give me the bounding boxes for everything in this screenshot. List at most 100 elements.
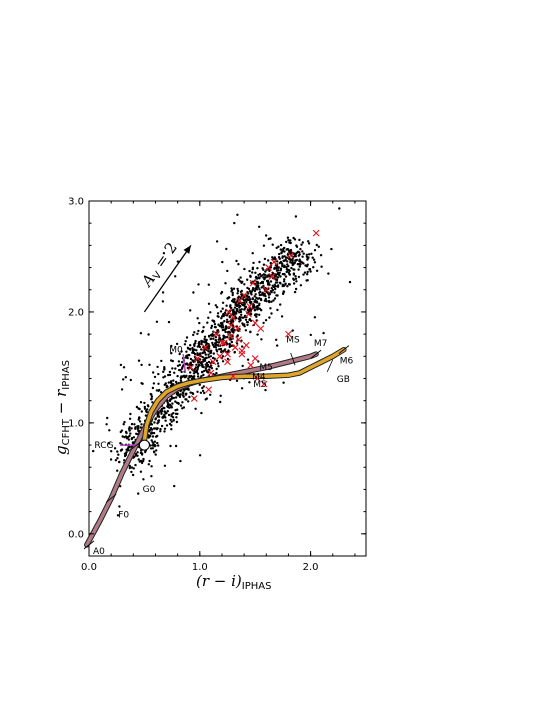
star-point [241, 280, 244, 283]
star-point [290, 266, 293, 270]
star-point [251, 287, 255, 290]
star-point [130, 470, 133, 474]
star-point [129, 412, 132, 416]
star-point [225, 318, 229, 321]
star-point [223, 348, 227, 351]
star-point [287, 239, 290, 242]
star-point [301, 255, 304, 258]
star-point [139, 332, 143, 335]
star-point [313, 249, 317, 252]
star-point [269, 280, 273, 283]
star-point [300, 243, 303, 246]
star-point [241, 345, 244, 348]
star-point [185, 362, 189, 365]
star-point [256, 308, 259, 311]
star-point [223, 320, 226, 323]
star-point [184, 356, 187, 359]
star-point [139, 426, 142, 429]
star-point [173, 371, 176, 374]
star-point [306, 270, 309, 274]
star-point [143, 407, 147, 410]
star-point [235, 379, 239, 382]
star-point [174, 444, 178, 448]
star-point [196, 375, 200, 378]
star-point [275, 269, 279, 272]
star-point [159, 410, 163, 413]
star-point [259, 275, 263, 278]
star-point [233, 298, 236, 301]
red-cross [225, 308, 232, 316]
star-point [228, 315, 231, 318]
star-point [116, 514, 120, 517]
star-point [225, 304, 228, 307]
star-point [209, 355, 212, 358]
star-point [168, 422, 172, 426]
star-point [231, 320, 235, 323]
spectral-label-m6: M6 [340, 357, 354, 367]
star-point [168, 399, 172, 403]
star-point [215, 367, 218, 371]
star-point [184, 392, 187, 396]
star-point [138, 416, 141, 419]
star-point [215, 306, 219, 309]
star-point [122, 366, 126, 369]
star-point [118, 505, 121, 508]
red-cross [207, 369, 215, 377]
red-cross [224, 358, 231, 366]
star-point [174, 367, 177, 370]
red-clump-marker [138, 439, 150, 451]
star-point [285, 266, 288, 269]
star-point [233, 350, 236, 354]
star-point [311, 256, 314, 259]
star-point [143, 405, 146, 409]
star-point [168, 370, 172, 374]
star-point [134, 463, 137, 467]
red-cross [201, 344, 209, 351]
star-point [128, 466, 131, 470]
star-point [264, 270, 267, 273]
star-point [116, 450, 119, 453]
red-cross [287, 251, 295, 259]
red-cross [209, 358, 217, 366]
star-point [167, 320, 171, 324]
star-point [217, 341, 221, 344]
star-point [164, 419, 167, 422]
red-crosses [187, 229, 320, 402]
star-point [255, 306, 258, 309]
star-point [254, 271, 257, 274]
star-point [276, 308, 279, 312]
star-point [241, 364, 244, 368]
stellar-tracks [84, 346, 347, 548]
star-point [128, 417, 132, 420]
star-point [157, 382, 160, 385]
star-point [175, 416, 178, 419]
star-point [194, 339, 197, 343]
star-point [184, 340, 187, 343]
star-point [338, 207, 341, 210]
star-point [182, 406, 186, 409]
star-point [180, 367, 184, 370]
star-point [278, 281, 282, 284]
star-point [124, 430, 128, 434]
star-point [217, 315, 220, 318]
star-point [189, 357, 193, 361]
star-point [177, 402, 180, 405]
star-point [205, 369, 208, 372]
star-point [245, 294, 249, 297]
x-tick-label: 1.0 [192, 562, 208, 573]
star-point [123, 454, 127, 458]
star-point [270, 300, 273, 303]
star-point [249, 330, 252, 334]
star-point [204, 340, 208, 343]
star-point [276, 284, 280, 287]
star-point [198, 454, 202, 457]
star-point [266, 279, 270, 282]
star-point [154, 427, 158, 430]
star-point [166, 410, 169, 413]
star-point [114, 459, 118, 462]
star-point [207, 283, 210, 286]
star-point [108, 429, 111, 432]
star-point [255, 315, 258, 318]
red-cross [254, 375, 261, 382]
reddening-vector-label: AV = 2 [137, 239, 183, 293]
